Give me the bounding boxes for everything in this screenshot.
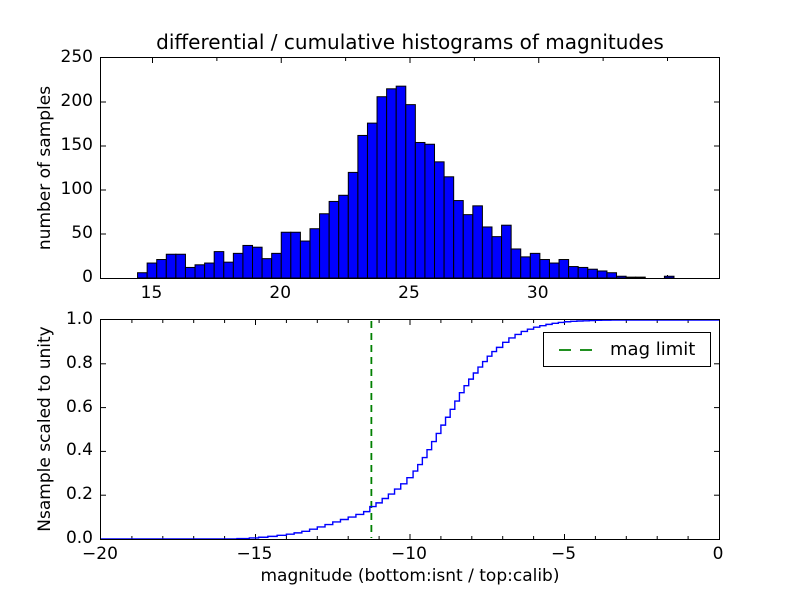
top-ytick-label: 100 [60, 179, 93, 199]
top-xtick-label: 15 [140, 283, 163, 303]
bottom-ytick-label: 1.0 [65, 309, 93, 329]
histogram-svg [101, 58, 719, 278]
top-xtick-label: 25 [398, 283, 420, 303]
top-ytick-label: 0 [82, 267, 93, 287]
tick-marks [101, 320, 719, 539]
top-ytick-label: 150 [60, 135, 93, 155]
bottom-ytick-label: 0.2 [65, 484, 93, 505]
bottom-xtick-label: 0 [712, 544, 724, 564]
legend-label: mag limit [610, 338, 696, 360]
top-xtick-label: 30 [526, 283, 549, 303]
bottom-xlabel: magnitude (bottom:isnt / top:calib) [260, 566, 560, 586]
bottom-xtick-label: −15 [236, 544, 273, 564]
bottom-xtick-label: −10 [391, 544, 427, 564]
bottom-xtick-label: −20 [82, 544, 118, 564]
top-xtick-label: 20 [269, 283, 292, 303]
histogram-bars [137, 85, 675, 278]
bottom-ytick-label: 0.4 [65, 440, 93, 461]
cumulative-svg [101, 320, 719, 539]
legend-dashed-line-icon [559, 348, 596, 351]
chart-title: differential / cumulative histograms of … [156, 30, 664, 54]
bottom-ytick-label: 0.0 [65, 528, 93, 548]
top-ytick-label: 200 [60, 91, 93, 111]
top-histogram-plot [100, 57, 720, 279]
top-ytick-label: 250 [60, 47, 93, 67]
bottom-ytick-label: 0.6 [65, 396, 93, 417]
legend: mag limit [543, 332, 711, 367]
top-ytick-label: 50 [71, 223, 93, 243]
cumulative-curve [101, 320, 719, 539]
bottom-xtick-label: −5 [550, 544, 577, 564]
bottom-ytick-label: 0.8 [65, 352, 93, 373]
